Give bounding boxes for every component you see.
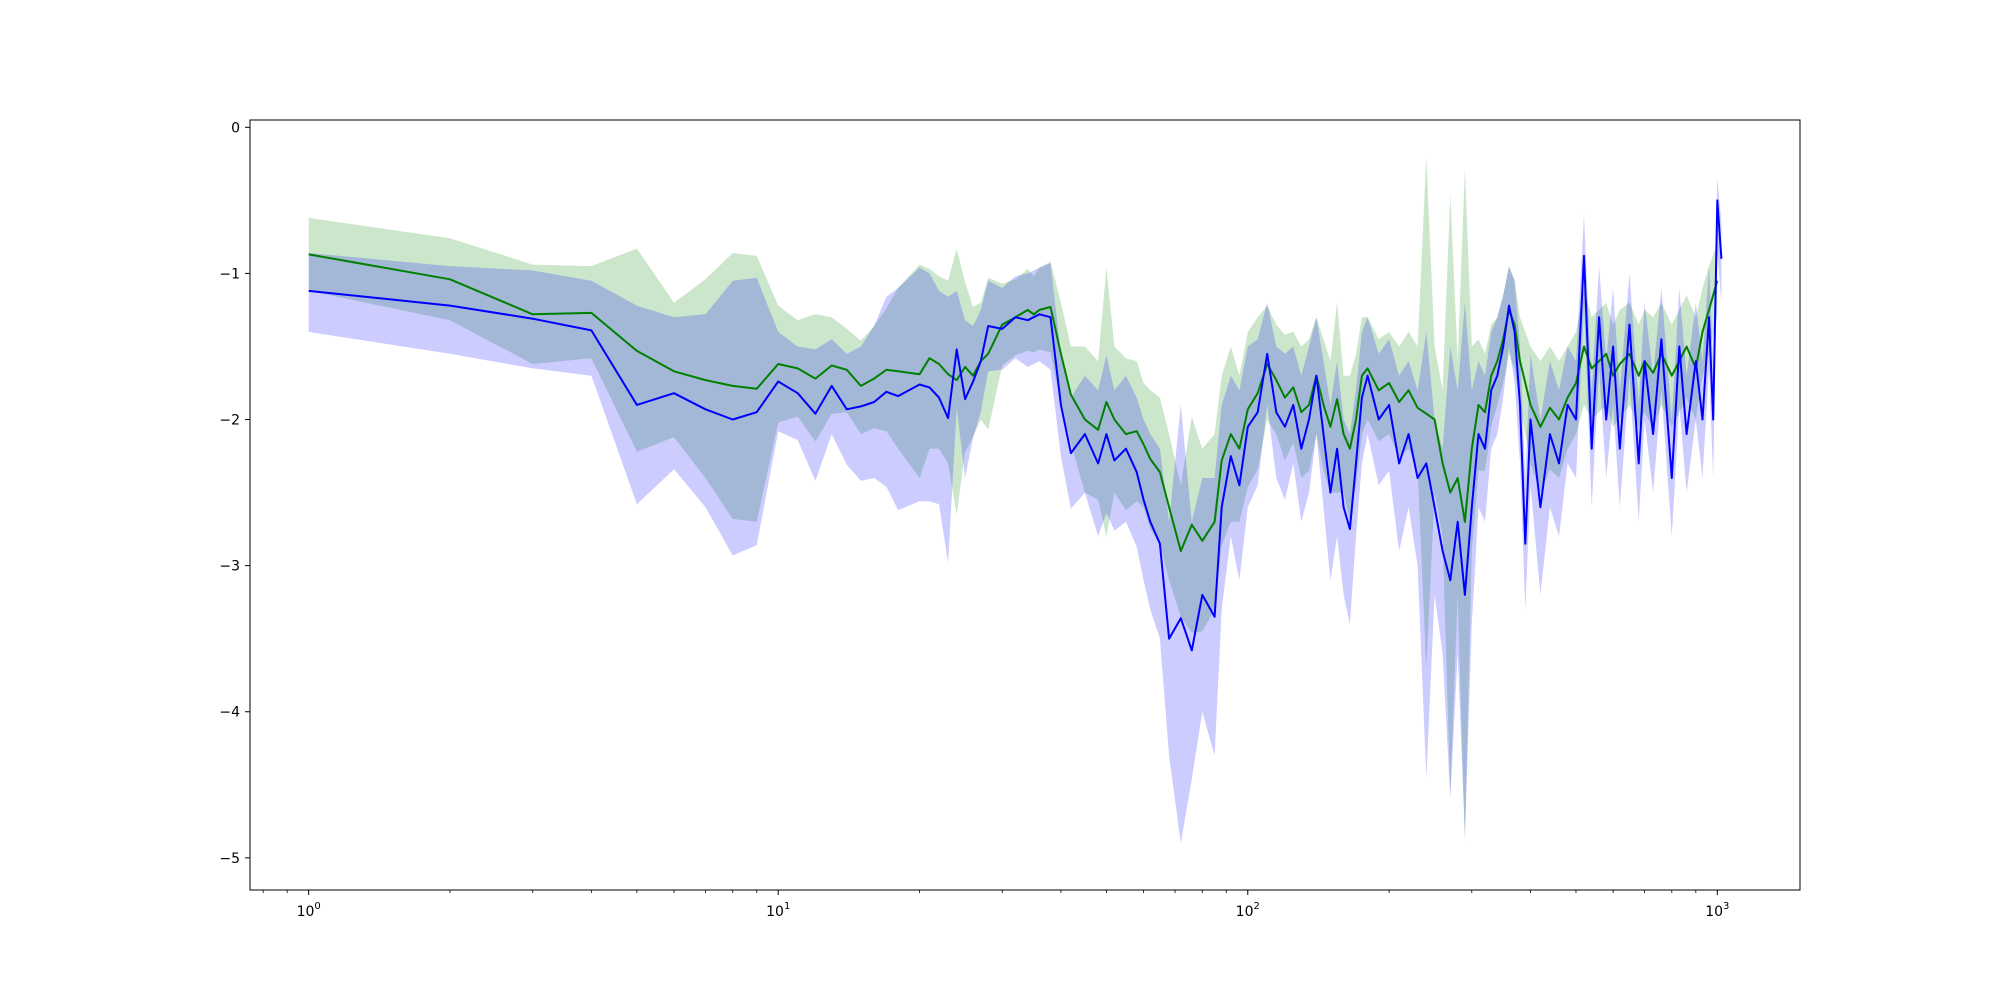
x-tick-base: 10 bbox=[1236, 904, 1254, 920]
x-tick-label: 103 bbox=[1705, 901, 1729, 920]
series-2-confidence-band bbox=[308, 178, 1722, 844]
x-tick-label: 100 bbox=[297, 901, 321, 920]
x-tick-exponent: 2 bbox=[1253, 901, 1259, 912]
series-1-confidence-band bbox=[308, 156, 1718, 844]
axes-frame bbox=[249, 119, 1801, 891]
x-tick-exponent: 3 bbox=[1723, 901, 1729, 912]
x-tick-exponent: 1 bbox=[784, 901, 790, 912]
y-tick-label: −5 bbox=[219, 851, 240, 867]
y-tick-label: −1 bbox=[219, 266, 240, 282]
series-1-line bbox=[308, 253, 1719, 552]
x-tick-label: 102 bbox=[1236, 901, 1260, 920]
series-2-line bbox=[308, 199, 1723, 652]
x-tick-base: 10 bbox=[1705, 904, 1723, 920]
x-tick-label: 101 bbox=[766, 901, 790, 920]
x-tick-base: 10 bbox=[766, 904, 784, 920]
y-tick-label: −3 bbox=[219, 559, 240, 575]
x-tick-base: 10 bbox=[297, 904, 315, 920]
x-axis: 100 101 102 103 bbox=[262, 890, 1729, 920]
y-axis: 0 −1 −2 −3 −4 −5 bbox=[219, 120, 250, 867]
y-tick-label: 0 bbox=[231, 120, 240, 136]
y-tick-label: −4 bbox=[219, 705, 240, 721]
x-tick-exponent: 0 bbox=[314, 901, 320, 912]
plot-area bbox=[308, 156, 1723, 844]
y-tick-label: −2 bbox=[219, 413, 240, 429]
